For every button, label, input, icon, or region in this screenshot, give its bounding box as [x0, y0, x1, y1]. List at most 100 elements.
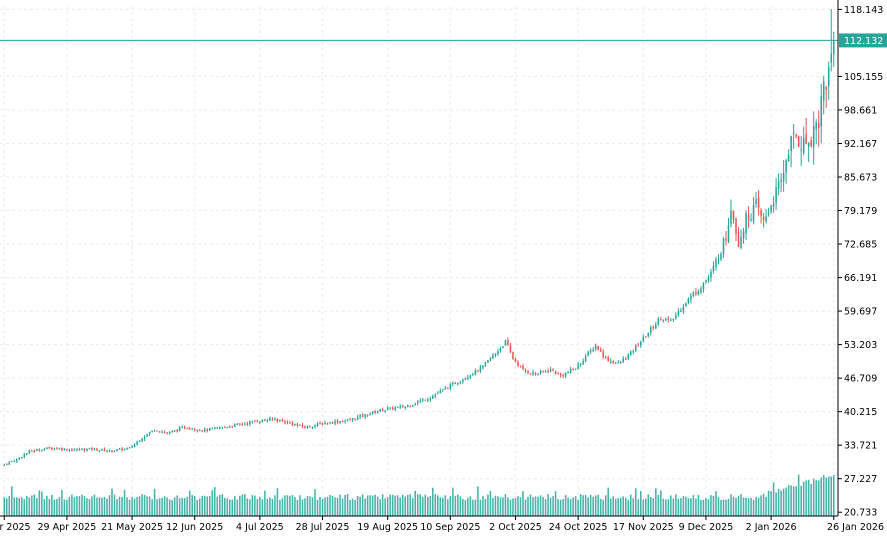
volume-bar — [449, 496, 452, 516]
volume-bar — [404, 496, 406, 516]
candle-body — [266, 420, 269, 422]
x-tick-label: 26 Jan 2026 — [827, 522, 884, 533]
candle-body — [261, 419, 264, 423]
candle-body — [462, 379, 464, 382]
candle-body — [469, 375, 472, 378]
candle-body — [805, 134, 807, 144]
volume-bar — [484, 498, 487, 516]
candle-body — [802, 137, 805, 153]
volume-bar — [301, 499, 304, 516]
x-tick-label: 21 May 2025 — [101, 522, 163, 533]
volume-bar — [376, 496, 379, 516]
volume-bar — [750, 497, 752, 516]
candle-body — [670, 320, 672, 322]
volume-bar — [324, 497, 326, 516]
y-tick-label: 72.685 — [844, 240, 877, 251]
volume-bar — [457, 494, 459, 516]
volume-bar — [246, 498, 249, 516]
volume-bar — [359, 496, 361, 516]
volume-bar — [191, 494, 193, 516]
candle-body — [239, 423, 241, 425]
volume-bar — [782, 488, 785, 516]
volume-bar — [91, 496, 93, 516]
candle-body — [632, 351, 635, 353]
volume-bar — [757, 497, 760, 516]
candle-body — [236, 423, 239, 425]
volume-bar — [677, 498, 680, 516]
y-tick-label: 118.143 — [844, 5, 883, 16]
volume-bar — [632, 498, 635, 516]
candle-body — [91, 447, 93, 450]
candle-body — [151, 430, 153, 433]
candle-body — [772, 204, 775, 207]
candle-body — [178, 427, 181, 431]
candle-body — [83, 448, 86, 451]
candle-body — [705, 280, 707, 283]
volume-bar — [183, 497, 186, 516]
volume-bar — [173, 497, 176, 516]
volume-bar — [299, 495, 301, 516]
volume-bar — [296, 499, 299, 516]
candle-body — [747, 215, 750, 221]
volume-bar — [284, 495, 286, 516]
candle-body — [38, 449, 41, 451]
volume-bar — [38, 490, 41, 516]
candle-body — [514, 358, 517, 362]
volume-bar — [514, 498, 517, 516]
candle-body — [569, 369, 572, 373]
volume-bar — [812, 478, 815, 516]
candle-body — [46, 447, 48, 450]
candle-body — [158, 431, 161, 433]
volume-bar — [356, 495, 359, 516]
volume-bar — [717, 497, 720, 516]
volume-bar — [178, 498, 181, 516]
volume-bar — [88, 498, 91, 516]
candle-body — [246, 423, 249, 425]
candle-body — [321, 423, 324, 425]
candle-body — [349, 419, 351, 421]
volume-bar — [259, 496, 261, 516]
volume-bar — [582, 495, 584, 516]
candle-body — [66, 448, 68, 451]
candle-body — [224, 426, 226, 428]
volume-bar — [33, 494, 36, 516]
volume-bar — [381, 494, 384, 516]
volume-bar — [609, 498, 612, 516]
volume-bar — [660, 490, 662, 516]
candle-body — [509, 345, 512, 353]
candle-body — [785, 160, 787, 173]
volume-bar — [650, 496, 652, 516]
candle-body — [138, 440, 141, 442]
candle-body — [369, 413, 371, 416]
volume-bar — [306, 495, 309, 516]
candle-body — [229, 426, 231, 428]
volume-bar — [537, 496, 539, 516]
volume-bar — [487, 494, 489, 516]
candle-body — [597, 346, 599, 350]
candle-body — [770, 205, 772, 212]
volume-bar — [519, 497, 522, 516]
volume-bar — [442, 497, 444, 516]
candle-body — [374, 411, 376, 413]
candle-body — [732, 210, 735, 220]
volume-bar — [832, 475, 835, 516]
volume-bar — [203, 495, 206, 516]
volume-bar — [414, 490, 417, 516]
volume-bar — [712, 495, 715, 516]
candle-body — [624, 359, 627, 361]
volume-bar — [336, 497, 339, 516]
candle-body — [404, 406, 406, 408]
volume-bar — [785, 487, 787, 516]
volume-bar — [31, 495, 33, 516]
volume-bar — [572, 497, 574, 516]
candle-body — [529, 373, 532, 375]
volume-bar — [562, 498, 564, 516]
candle-body — [517, 361, 519, 366]
volume-bar — [777, 489, 780, 516]
candle-body — [722, 238, 725, 255]
x-tick-label: 19 Aug 2025 — [357, 522, 418, 533]
volume-bar — [36, 498, 38, 516]
